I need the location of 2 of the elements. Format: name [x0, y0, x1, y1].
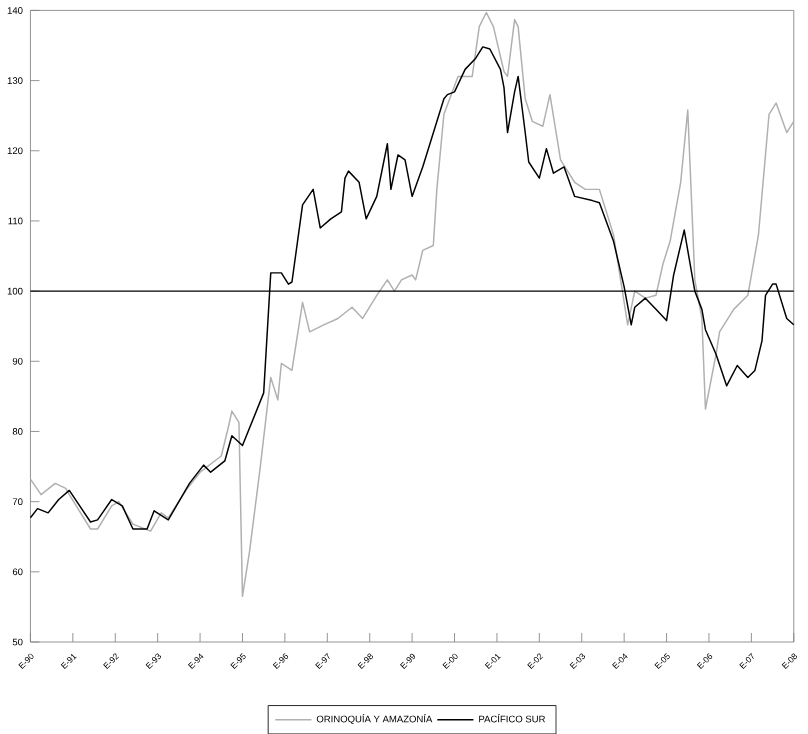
line-series [29, 45, 795, 530]
line-series [29, 11, 795, 597]
